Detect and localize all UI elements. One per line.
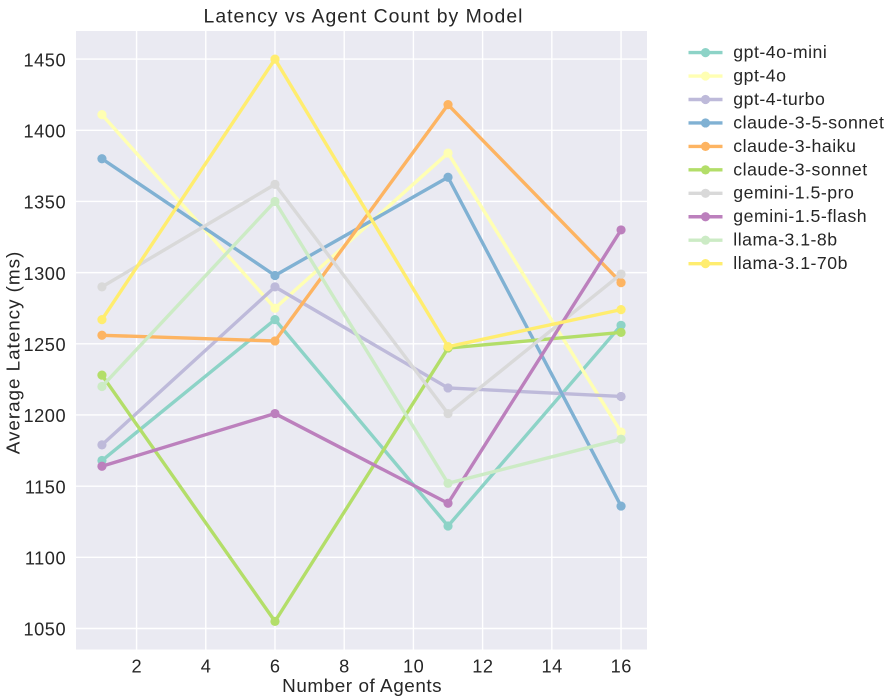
svg-text:1400: 1400 [23,121,66,141]
svg-text:1150: 1150 [25,477,66,497]
svg-text:claude-3-haiku: claude-3-haiku [733,136,856,156]
svg-text:gemini-1.5-pro: gemini-1.5-pro [733,183,854,203]
svg-text:2: 2 [132,657,143,677]
svg-text:14: 14 [541,657,562,677]
svg-text:1300: 1300 [23,264,66,284]
svg-text:4: 4 [201,657,212,677]
svg-text:10: 10 [403,657,424,677]
svg-text:Latency vs Agent Count by Mode: Latency vs Agent Count by Model [204,5,524,27]
svg-text:gpt-4-turbo: gpt-4-turbo [733,89,825,109]
svg-text:8: 8 [339,657,350,677]
svg-text:1450: 1450 [23,50,66,70]
svg-text:1250: 1250 [23,335,66,355]
svg-text:1050: 1050 [23,620,66,640]
svg-text:16: 16 [611,657,632,677]
svg-text:12: 12 [472,657,493,677]
svg-text:Number of Agents: Number of Agents [282,676,442,697]
svg-text:1350: 1350 [23,193,66,213]
svg-text:6: 6 [270,657,281,677]
svg-text:gemini-1.5-flash: gemini-1.5-flash [733,206,867,226]
svg-text:llama-3.1-70b: llama-3.1-70b [733,253,848,273]
svg-text:gpt-4o-mini: gpt-4o-mini [733,42,827,62]
svg-text:gpt-4o: gpt-4o [733,65,786,85]
svg-text:1200: 1200 [23,406,66,426]
svg-text:Average Latency (ms): Average Latency (ms) [4,251,25,454]
svg-text:claude-3-sonnet: claude-3-sonnet [733,159,867,179]
svg-text:claude-3-5-sonnet: claude-3-5-sonnet [733,112,884,132]
svg-text:1100: 1100 [25,549,66,569]
svg-text:llama-3.1-8b: llama-3.1-8b [733,230,837,250]
